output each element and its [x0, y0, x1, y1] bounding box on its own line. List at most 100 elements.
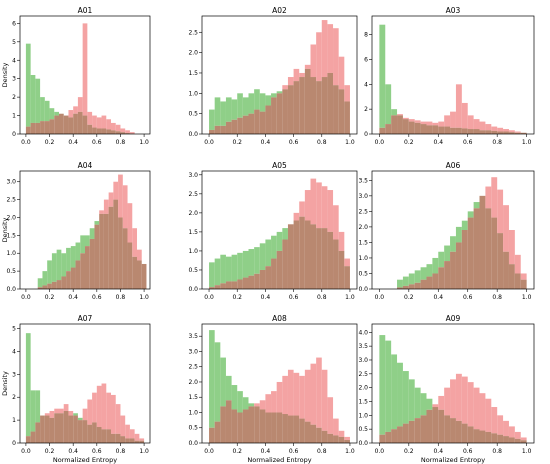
red-bar — [259, 400, 266, 410]
overlap-bar — [101, 429, 107, 443]
plot-frame — [19, 170, 151, 290]
x-tick-label: 0.6 — [463, 294, 473, 301]
overlap-bar — [113, 199, 119, 289]
overlap-bar — [237, 279, 243, 289]
overlap-bar — [225, 281, 232, 289]
red-bar — [310, 178, 317, 225]
overlap-bar — [473, 129, 480, 134]
y-tick-label: 3.0 — [188, 172, 198, 179]
red-bar — [120, 128, 126, 133]
y-tick-label: 1.5 — [188, 394, 198, 401]
y-tick-label: 1.5 — [188, 229, 198, 236]
overlap-bar — [479, 430, 486, 443]
overlap-bar — [408, 284, 415, 289]
green-bar — [61, 253, 67, 277]
red-bar — [338, 430, 345, 437]
x-tick-label: 0.2 — [45, 139, 55, 146]
overlap-bar — [82, 420, 88, 443]
y-tick-label: 3.5 — [358, 343, 368, 350]
subplot-title: A04 — [78, 161, 93, 170]
red-bar — [125, 130, 130, 134]
overlap-bar — [327, 72, 334, 134]
overlap-bar — [54, 413, 59, 443]
overlap-bar — [321, 430, 328, 443]
overlap-bar — [461, 230, 468, 289]
green-bar — [85, 235, 90, 247]
subplot-a03: A03 0.0 0.2 0.4 0.6 0.8 1.0 0 2 4 6 8 — [364, 6, 535, 146]
y-tick-label: 3.5 — [188, 333, 198, 340]
red-bar — [467, 382, 474, 427]
overlap-bar — [92, 422, 97, 443]
red-bar — [96, 117, 102, 129]
subplot-title: A06 — [446, 161, 461, 170]
overlap-bar — [231, 119, 238, 134]
red-bar — [304, 369, 311, 422]
subplot-title: A02 — [272, 6, 287, 15]
red-bar — [92, 392, 97, 423]
green-bar — [70, 246, 76, 268]
x-tick-label: 0.8 — [317, 448, 327, 455]
overlap-bar — [125, 438, 130, 443]
overlap-bar — [327, 433, 334, 443]
green-bar — [242, 250, 249, 278]
red-bar — [450, 111, 456, 128]
green-bar — [259, 243, 266, 270]
red-bar — [299, 72, 305, 78]
y-tick-label: 0 — [12, 440, 16, 447]
overlap-bar — [118, 217, 123, 289]
green-bar — [461, 220, 468, 230]
green-bar — [214, 342, 221, 422]
overlap-bar — [514, 438, 521, 443]
red-bar — [344, 436, 350, 440]
red-bar — [287, 369, 294, 416]
overlap-bar — [120, 436, 126, 443]
green-bar — [414, 387, 421, 419]
green-bar — [455, 226, 462, 243]
red-bar — [44, 413, 50, 416]
red-bar — [132, 228, 137, 257]
red-bar — [514, 431, 521, 439]
green-bar — [231, 385, 238, 410]
y-tick-label: 0 — [12, 131, 16, 138]
red-bar — [282, 375, 288, 415]
green-bar — [259, 93, 266, 112]
x-tick-label: 0.6 — [463, 448, 473, 455]
y-axis-label: Density — [1, 217, 9, 242]
overlap-bar — [282, 89, 288, 134]
red-bar — [503, 129, 509, 132]
plot-frame — [371, 170, 535, 290]
overlap-bar — [35, 122, 41, 134]
red-bar — [473, 119, 480, 130]
subplot-title: A09 — [446, 314, 461, 323]
overlap-bar — [73, 415, 78, 443]
green-bar — [231, 99, 238, 120]
green-bar — [89, 228, 95, 239]
green-bar — [473, 202, 480, 209]
overlap-bar — [259, 409, 266, 443]
overlap-bar — [467, 217, 474, 289]
green-bar — [209, 109, 215, 130]
overlap-bar — [503, 436, 509, 443]
overlap-bar — [127, 242, 133, 289]
overlap-bar — [497, 131, 504, 134]
overlap-bar — [265, 266, 272, 289]
overlap-bar — [115, 433, 121, 443]
overlap-bar — [225, 121, 232, 134]
red-bar — [402, 117, 409, 120]
y-tick-label: 3 — [12, 371, 16, 378]
green-bar — [426, 264, 433, 277]
x-tick-label: 0.0 — [375, 139, 385, 146]
green-bar — [438, 251, 445, 268]
red-bar — [321, 369, 328, 431]
green-bar — [397, 279, 403, 288]
subplot-a06: A06 0.0 0.2 0.4 0.6 0.8 1.0 0.0 0.5 1.0 1.5 2.0 2.5 3… — [358, 161, 535, 301]
green-bar — [385, 340, 392, 432]
green-bar — [385, 84, 392, 125]
overlap-bar — [77, 420, 83, 443]
overlap-bar — [461, 423, 468, 443]
green-bar — [47, 260, 52, 284]
red-bar — [497, 415, 504, 435]
x-tick-label: 0.2 — [232, 294, 242, 301]
y-tick-label: 1.0 — [188, 248, 198, 255]
green-bar — [402, 371, 409, 424]
